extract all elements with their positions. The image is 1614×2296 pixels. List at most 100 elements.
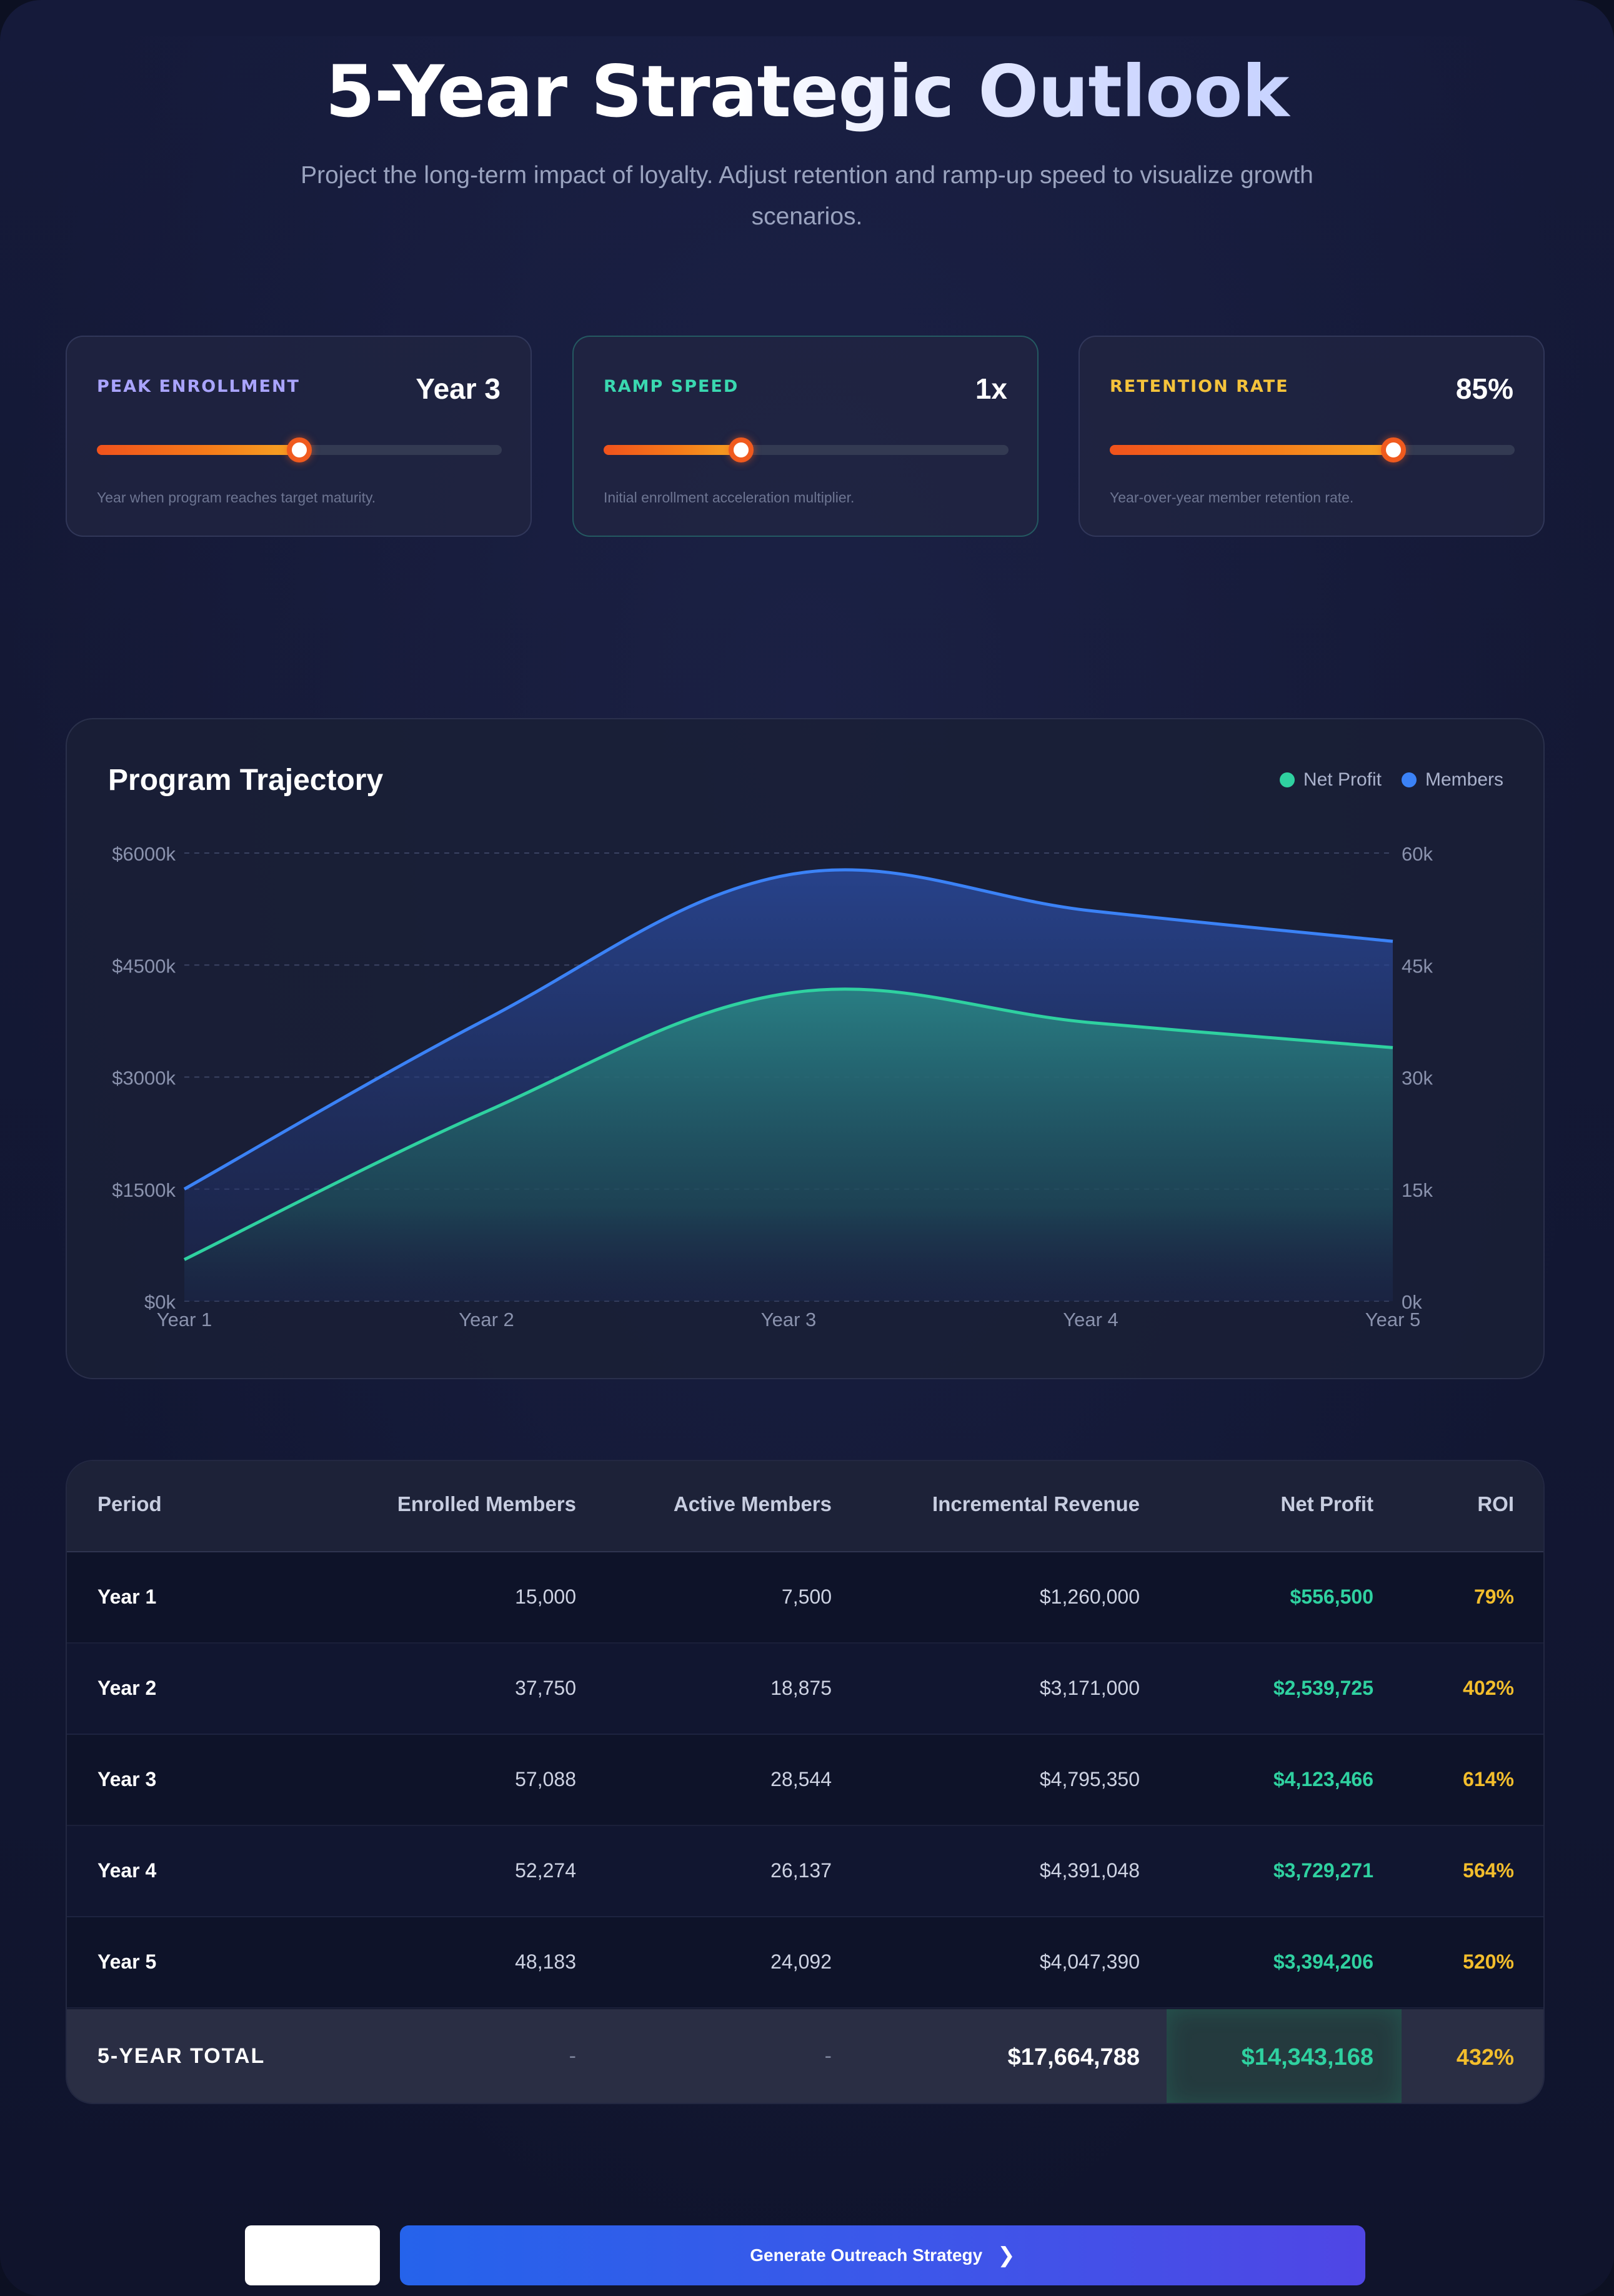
slider-thumb[interactable]	[287, 437, 312, 462]
peak-enrollment-value: Year 3	[416, 372, 501, 405]
retention-rate-card: RETENTION RATE 85% Year-over-year member…	[1078, 336, 1545, 537]
y-left-tick-label: $3000k	[112, 1067, 176, 1089]
y-right-tick-label: 30k	[1402, 1067, 1433, 1089]
generate-outreach-strategy-button[interactable]: Generate Outreach Strategy ❯	[400, 2225, 1365, 2285]
table-row: Year 4 52,274 26,137 $4,391,048 $3,729,271 56…	[67, 1826, 1543, 1917]
header-period: Period	[97, 1492, 162, 1515]
secondary-button[interactable]	[245, 2225, 380, 2285]
cell-period: Year 1	[97, 1585, 157, 1608]
legend-item-members[interactable]: Members	[1401, 769, 1503, 791]
header-net-profit: Net Profit	[1280, 1492, 1374, 1515]
peak-enrollment-slider[interactable]	[97, 437, 502, 462]
peak-enrollment-description: Year when program reaches target maturit…	[97, 489, 376, 506]
page-subtitle: Project the long-term impact of loyalty.…	[301, 162, 1313, 230]
slider-fill	[97, 445, 299, 455]
x-tick-label: Year 2	[459, 1309, 514, 1330]
cell-net-profit: $4,123,466	[1273, 1768, 1373, 1790]
total-row: 5-YEAR TOTAL - - $17,664,788 $14,343,168…	[67, 2009, 1543, 2103]
y-right-tick-label: 60k	[1402, 843, 1433, 865]
y-left-tick-label: $0k	[144, 1291, 176, 1313]
ramp-speed-slider[interactable]	[604, 437, 1009, 462]
cell-roi: 614%	[1463, 1768, 1514, 1790]
trajectory-chart: $0k 0k $1500k 15k $3000k 30k $4500k 45k $6000k 60…	[112, 843, 1433, 1330]
slider-fill	[604, 445, 742, 455]
cell-net-profit: $2,539,725	[1273, 1677, 1373, 1699]
chart-legend: Net Profit Members	[1279, 769, 1503, 791]
net-profit-line[interactable]	[183, 987, 1393, 1261]
cell-active: 7,500	[781, 1585, 832, 1608]
legend-dot-net-profit	[1279, 772, 1295, 787]
cell-enrolled: 37,750	[515, 1677, 576, 1699]
cell-period: Year 3	[97, 1768, 157, 1790]
cell-roi: 520%	[1463, 1950, 1514, 1973]
cell-enrolled: 52,274	[515, 1859, 576, 1882]
total-active: -	[824, 2044, 832, 2068]
table-header: Period Enrolled Members Active Members I…	[67, 1461, 1543, 1552]
y-left-tick-label: $4500k	[112, 955, 176, 977]
legend-dot-members	[1401, 772, 1417, 787]
header-roi: ROI	[1477, 1492, 1514, 1515]
cell-period: Year 2	[97, 1677, 157, 1699]
total-revenue: $17,664,788	[1007, 2044, 1140, 2070]
x-tick-label: Year 3	[761, 1309, 817, 1330]
projection-table: Period Enrolled Members Active Members I…	[66, 1460, 1545, 2104]
ramp-speed-card: RAMP SPEED 1x Initial enrollment acceler…	[572, 336, 1039, 537]
y-left-tick-label: $6000k	[112, 843, 176, 865]
x-tick-label: Year 4	[1063, 1309, 1118, 1330]
peak-enrollment-card: PEAK ENROLLMENT Year 3 Year when program…	[66, 336, 532, 537]
chart-title: Program Trajectory	[108, 764, 384, 797]
ramp-speed-description: Initial enrollment acceleration multipli…	[604, 489, 855, 506]
page-title: 5-Year Strategic Outlook	[0, 50, 1614, 133]
x-tick-label: Year 5	[1365, 1309, 1421, 1330]
cell-revenue: $1,260,000	[1039, 1585, 1140, 1608]
retention-rate-label: RETENTION RATE	[1110, 377, 1289, 396]
members-line[interactable]	[183, 868, 1393, 1190]
total-roi: 432%	[1456, 2044, 1514, 2070]
cell-roi: 79%	[1473, 1585, 1514, 1608]
table-row: Year 3 57,088 28,544 $4,795,350 $4,123,466 61…	[67, 1735, 1543, 1826]
cell-net-profit: $3,394,206	[1273, 1950, 1373, 1973]
net-profit-area	[184, 989, 1393, 1301]
table-row: Year 5 48,183 24,092 $4,047,390 $3,394,206 52…	[67, 1917, 1543, 2009]
ramp-speed-value: 1x	[975, 372, 1007, 405]
cell-revenue: $4,795,350	[1039, 1768, 1140, 1790]
cell-net-profit: $3,729,271	[1273, 1859, 1373, 1882]
total-enrolled: -	[569, 2044, 576, 2068]
header-enrolled-members: Enrolled Members	[397, 1492, 576, 1515]
header-incremental-revenue: Incremental Revenue	[932, 1492, 1140, 1515]
cell-revenue: $3,171,000	[1039, 1677, 1140, 1699]
legend-label-net-profit: Net Profit	[1303, 769, 1382, 790]
cell-revenue: $4,391,048	[1039, 1859, 1140, 1882]
cell-active: 24,092	[770, 1950, 832, 1973]
legend-label-members: Members	[1425, 769, 1503, 790]
chevron-right-icon: ❯	[997, 2244, 1015, 2267]
retention-rate-description: Year-over-year member retention rate.	[1110, 489, 1354, 506]
y-right-tick-label: 0k	[1402, 1291, 1422, 1313]
generate-outreach-strategy-label: Generate Outreach Strategy	[750, 2245, 983, 2265]
slider-thumb[interactable]	[729, 437, 754, 462]
header-active-members: Active Members	[673, 1492, 832, 1515]
trajectory-chart-card: Program Trajectory Net Profit Members $0…	[66, 718, 1545, 1379]
total-label: 5-YEAR TOTAL	[97, 2044, 266, 2068]
cell-enrolled: 57,088	[515, 1768, 576, 1790]
cell-active: 18,875	[770, 1677, 832, 1699]
cell-active: 28,544	[770, 1768, 832, 1790]
slider-thumb[interactable]	[1380, 437, 1406, 462]
legend-item-net-profit[interactable]: Net Profit	[1279, 769, 1382, 791]
y-left-tick-label: $1500k	[112, 1179, 176, 1201]
cell-revenue: $4,047,390	[1039, 1950, 1140, 1973]
cell-roi: 402%	[1463, 1677, 1514, 1699]
y-right-tick-label: 15k	[1402, 1179, 1433, 1201]
x-tick-label: Year 1	[157, 1309, 212, 1330]
cell-roi: 564%	[1463, 1859, 1514, 1882]
cell-enrolled: 48,183	[515, 1950, 576, 1973]
peak-enrollment-label: PEAK ENROLLMENT	[97, 377, 300, 396]
total-profit-highlight	[1167, 2009, 1402, 2103]
table-row: Year 1 15,000 7,500 $1,260,000 $556,500 79%	[67, 1552, 1543, 1644]
slider-fill	[1110, 445, 1393, 455]
retention-rate-value: 85%	[1455, 372, 1513, 405]
retention-rate-slider[interactable]	[1110, 437, 1515, 462]
cell-active: 26,137	[770, 1859, 832, 1882]
y-right-tick-label: 45k	[1402, 955, 1433, 977]
